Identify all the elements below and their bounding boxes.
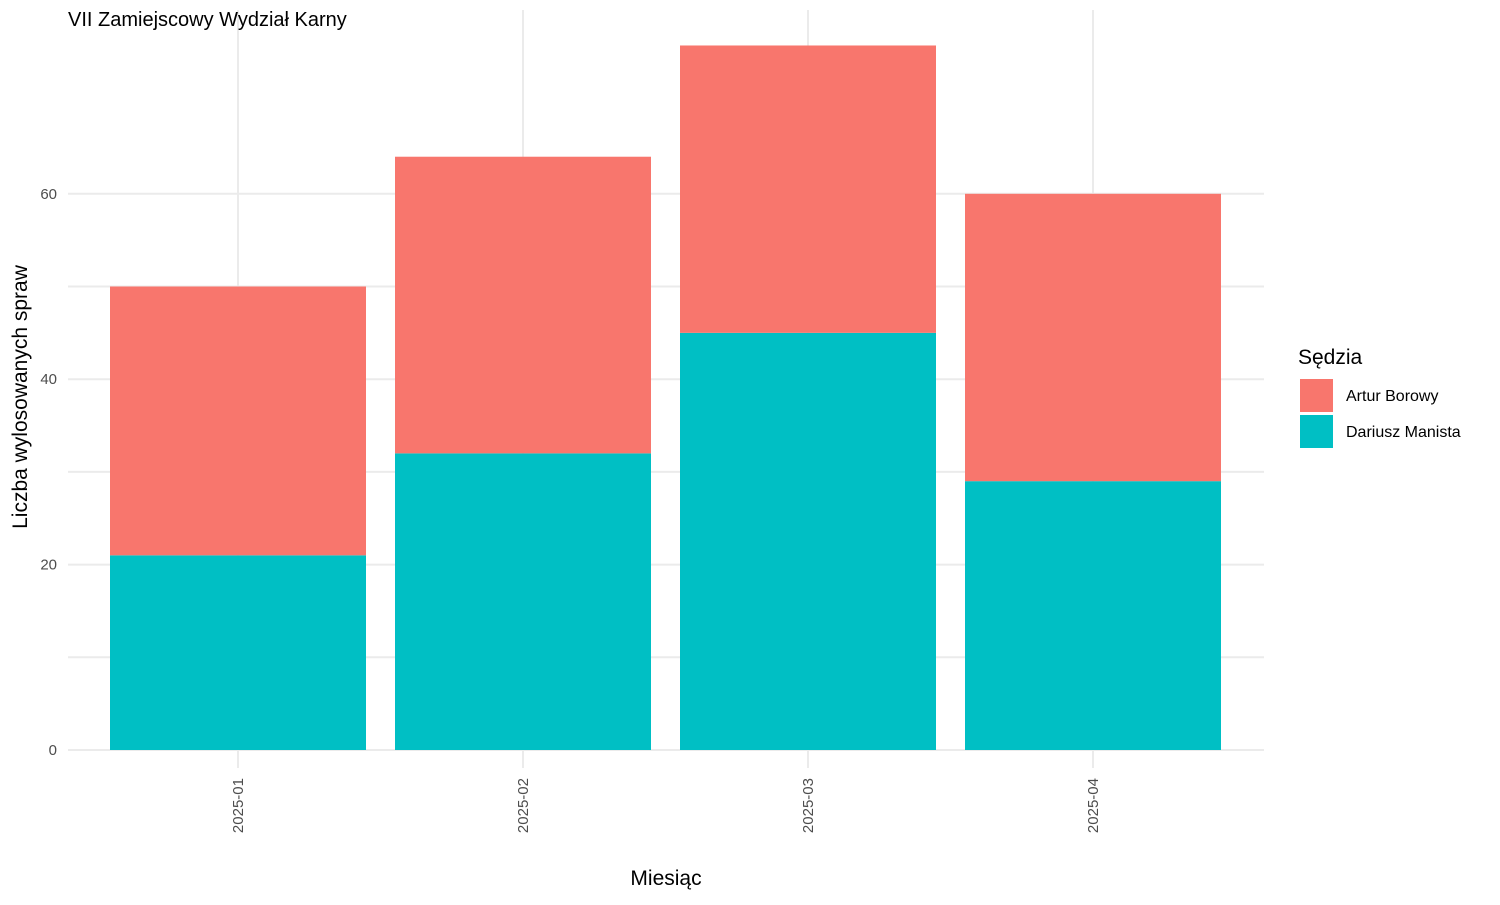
y-axis-title: Liczba wylosowanych spraw: [9, 264, 32, 529]
y-tick-label: 0: [49, 742, 57, 759]
legend-label: Artur Borowy: [1346, 388, 1438, 405]
bar-segment: [395, 156, 651, 454]
x-tick-label: 2025-03: [800, 778, 817, 833]
bars: [110, 45, 1221, 750]
bar-segment: [680, 45, 936, 333]
y-tick-label: 20: [40, 557, 57, 574]
x-tick-label: 2025-01: [230, 778, 247, 833]
legend-title: Sędzia: [1298, 346, 1363, 369]
legend-items: Artur Borowy Dariusz Manista: [1300, 379, 1461, 448]
chart-title: VII Zamiejscowy Wydział Karny: [68, 9, 347, 31]
x-tick-label: 2025-04: [1085, 778, 1102, 833]
x-axis-title: Miesiąc: [630, 867, 701, 890]
legend: Sędzia Artur Borowy Dariusz Manista: [1298, 346, 1461, 448]
bar-segment: [965, 481, 1221, 750]
x-tick-label: 2025-02: [515, 778, 532, 833]
bar-segment: [395, 453, 651, 750]
y-tick-label: 40: [40, 371, 57, 388]
bar-segment: [680, 332, 936, 750]
bar-segment: [965, 193, 1221, 482]
x-axis-ticks: 2025-01 2025-02 2025-03 2025-04: [230, 778, 1102, 833]
y-axis-ticks: 0 20 40 60: [40, 186, 57, 759]
bar-segment: [110, 286, 366, 556]
bar-segment: [110, 555, 366, 750]
y-tick-label: 60: [40, 186, 57, 203]
legend-swatch: [1300, 415, 1333, 448]
legend-label: Dariusz Manista: [1346, 424, 1461, 441]
legend-swatch: [1300, 379, 1333, 412]
